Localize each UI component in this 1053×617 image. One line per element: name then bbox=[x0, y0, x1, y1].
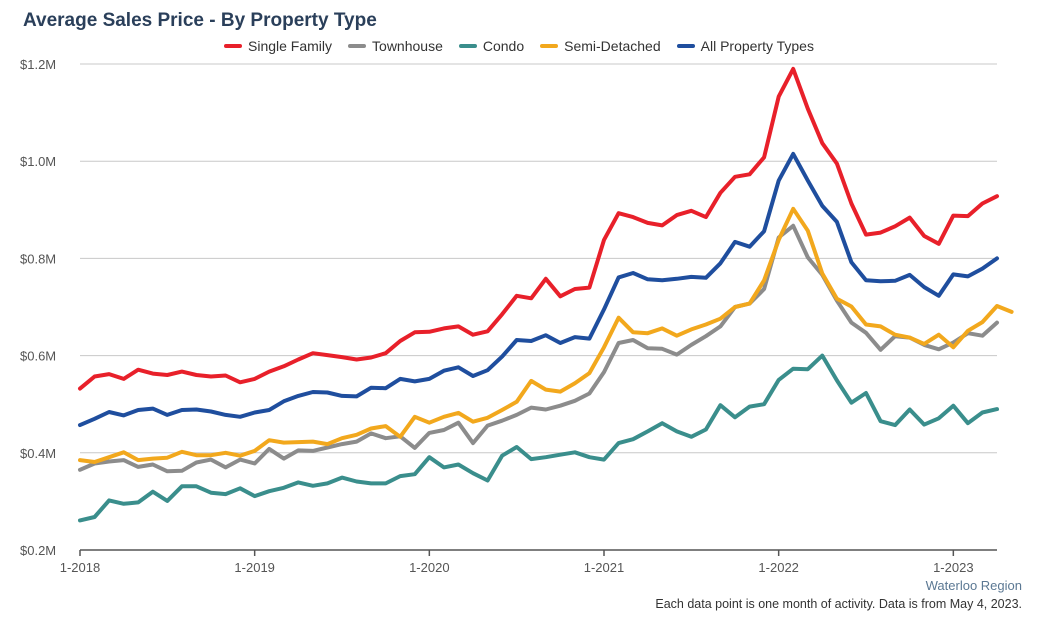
gridlines bbox=[80, 63, 997, 454]
y-tick-label: $1.2M bbox=[20, 57, 56, 72]
chart-title: Average Sales Price - By Property Type bbox=[23, 10, 377, 31]
series-line-all-property-types bbox=[78, 151, 999, 428]
legend-label: Semi-Detached bbox=[564, 38, 661, 54]
legend-label: Single Family bbox=[248, 38, 333, 54]
footnote: Each data point is one month of activity… bbox=[655, 597, 1022, 611]
series-line-single-family bbox=[78, 66, 999, 391]
x-tick-label: 1-2018 bbox=[60, 560, 100, 575]
y-tick-label: $0.6M bbox=[20, 349, 56, 364]
legend-swatch bbox=[224, 44, 242, 48]
x-tick-label: 1-2021 bbox=[584, 560, 624, 575]
x-axis: 1-2018 1-2019 1-2020 1-2021 1-2022 1-2023 bbox=[60, 549, 997, 575]
series-lines bbox=[78, 66, 1014, 523]
legend-swatch bbox=[540, 44, 559, 48]
x-tick-label: 1-2019 bbox=[234, 560, 274, 575]
legend-label: Townhouse bbox=[372, 38, 443, 54]
legend-item-single-family[interactable]: Single Family bbox=[224, 38, 332, 54]
y-tick-label: $0.4M bbox=[20, 446, 56, 461]
y-tick-label: $1.0M bbox=[20, 154, 56, 169]
legend-swatch bbox=[458, 44, 477, 48]
source-label: Waterloo Region bbox=[925, 578, 1022, 593]
y-tick-label: $0.2M bbox=[20, 543, 56, 558]
x-tick-label: 1-2023 bbox=[933, 560, 973, 575]
legend-item-condo[interactable]: Condo bbox=[458, 38, 525, 54]
series-line-townhouse bbox=[78, 223, 999, 474]
y-axis: $0.2M $0.4M $0.6M $0.8M $1.0M $1.2M bbox=[20, 57, 56, 558]
legend-item-all-property-types[interactable]: All Property Types bbox=[676, 38, 814, 54]
legend-swatch bbox=[348, 44, 367, 48]
legend-item-semi-detached[interactable]: Semi-Detached bbox=[540, 38, 661, 54]
legend-label: Condo bbox=[482, 38, 525, 54]
legend-swatch bbox=[676, 44, 695, 48]
legend: Single Family Townhouse Condo Semi-Detached… bbox=[224, 38, 814, 54]
y-tick-label: $0.8M bbox=[20, 251, 56, 266]
legend-label: All Property Types bbox=[700, 38, 814, 54]
series-line-semi-detached bbox=[78, 206, 1014, 464]
x-tick-label: 1-2020 bbox=[409, 560, 449, 575]
x-tick-label: 1-2022 bbox=[758, 560, 798, 575]
legend-item-townhouse[interactable]: Townhouse bbox=[348, 38, 443, 54]
series-line-condo bbox=[78, 353, 999, 523]
